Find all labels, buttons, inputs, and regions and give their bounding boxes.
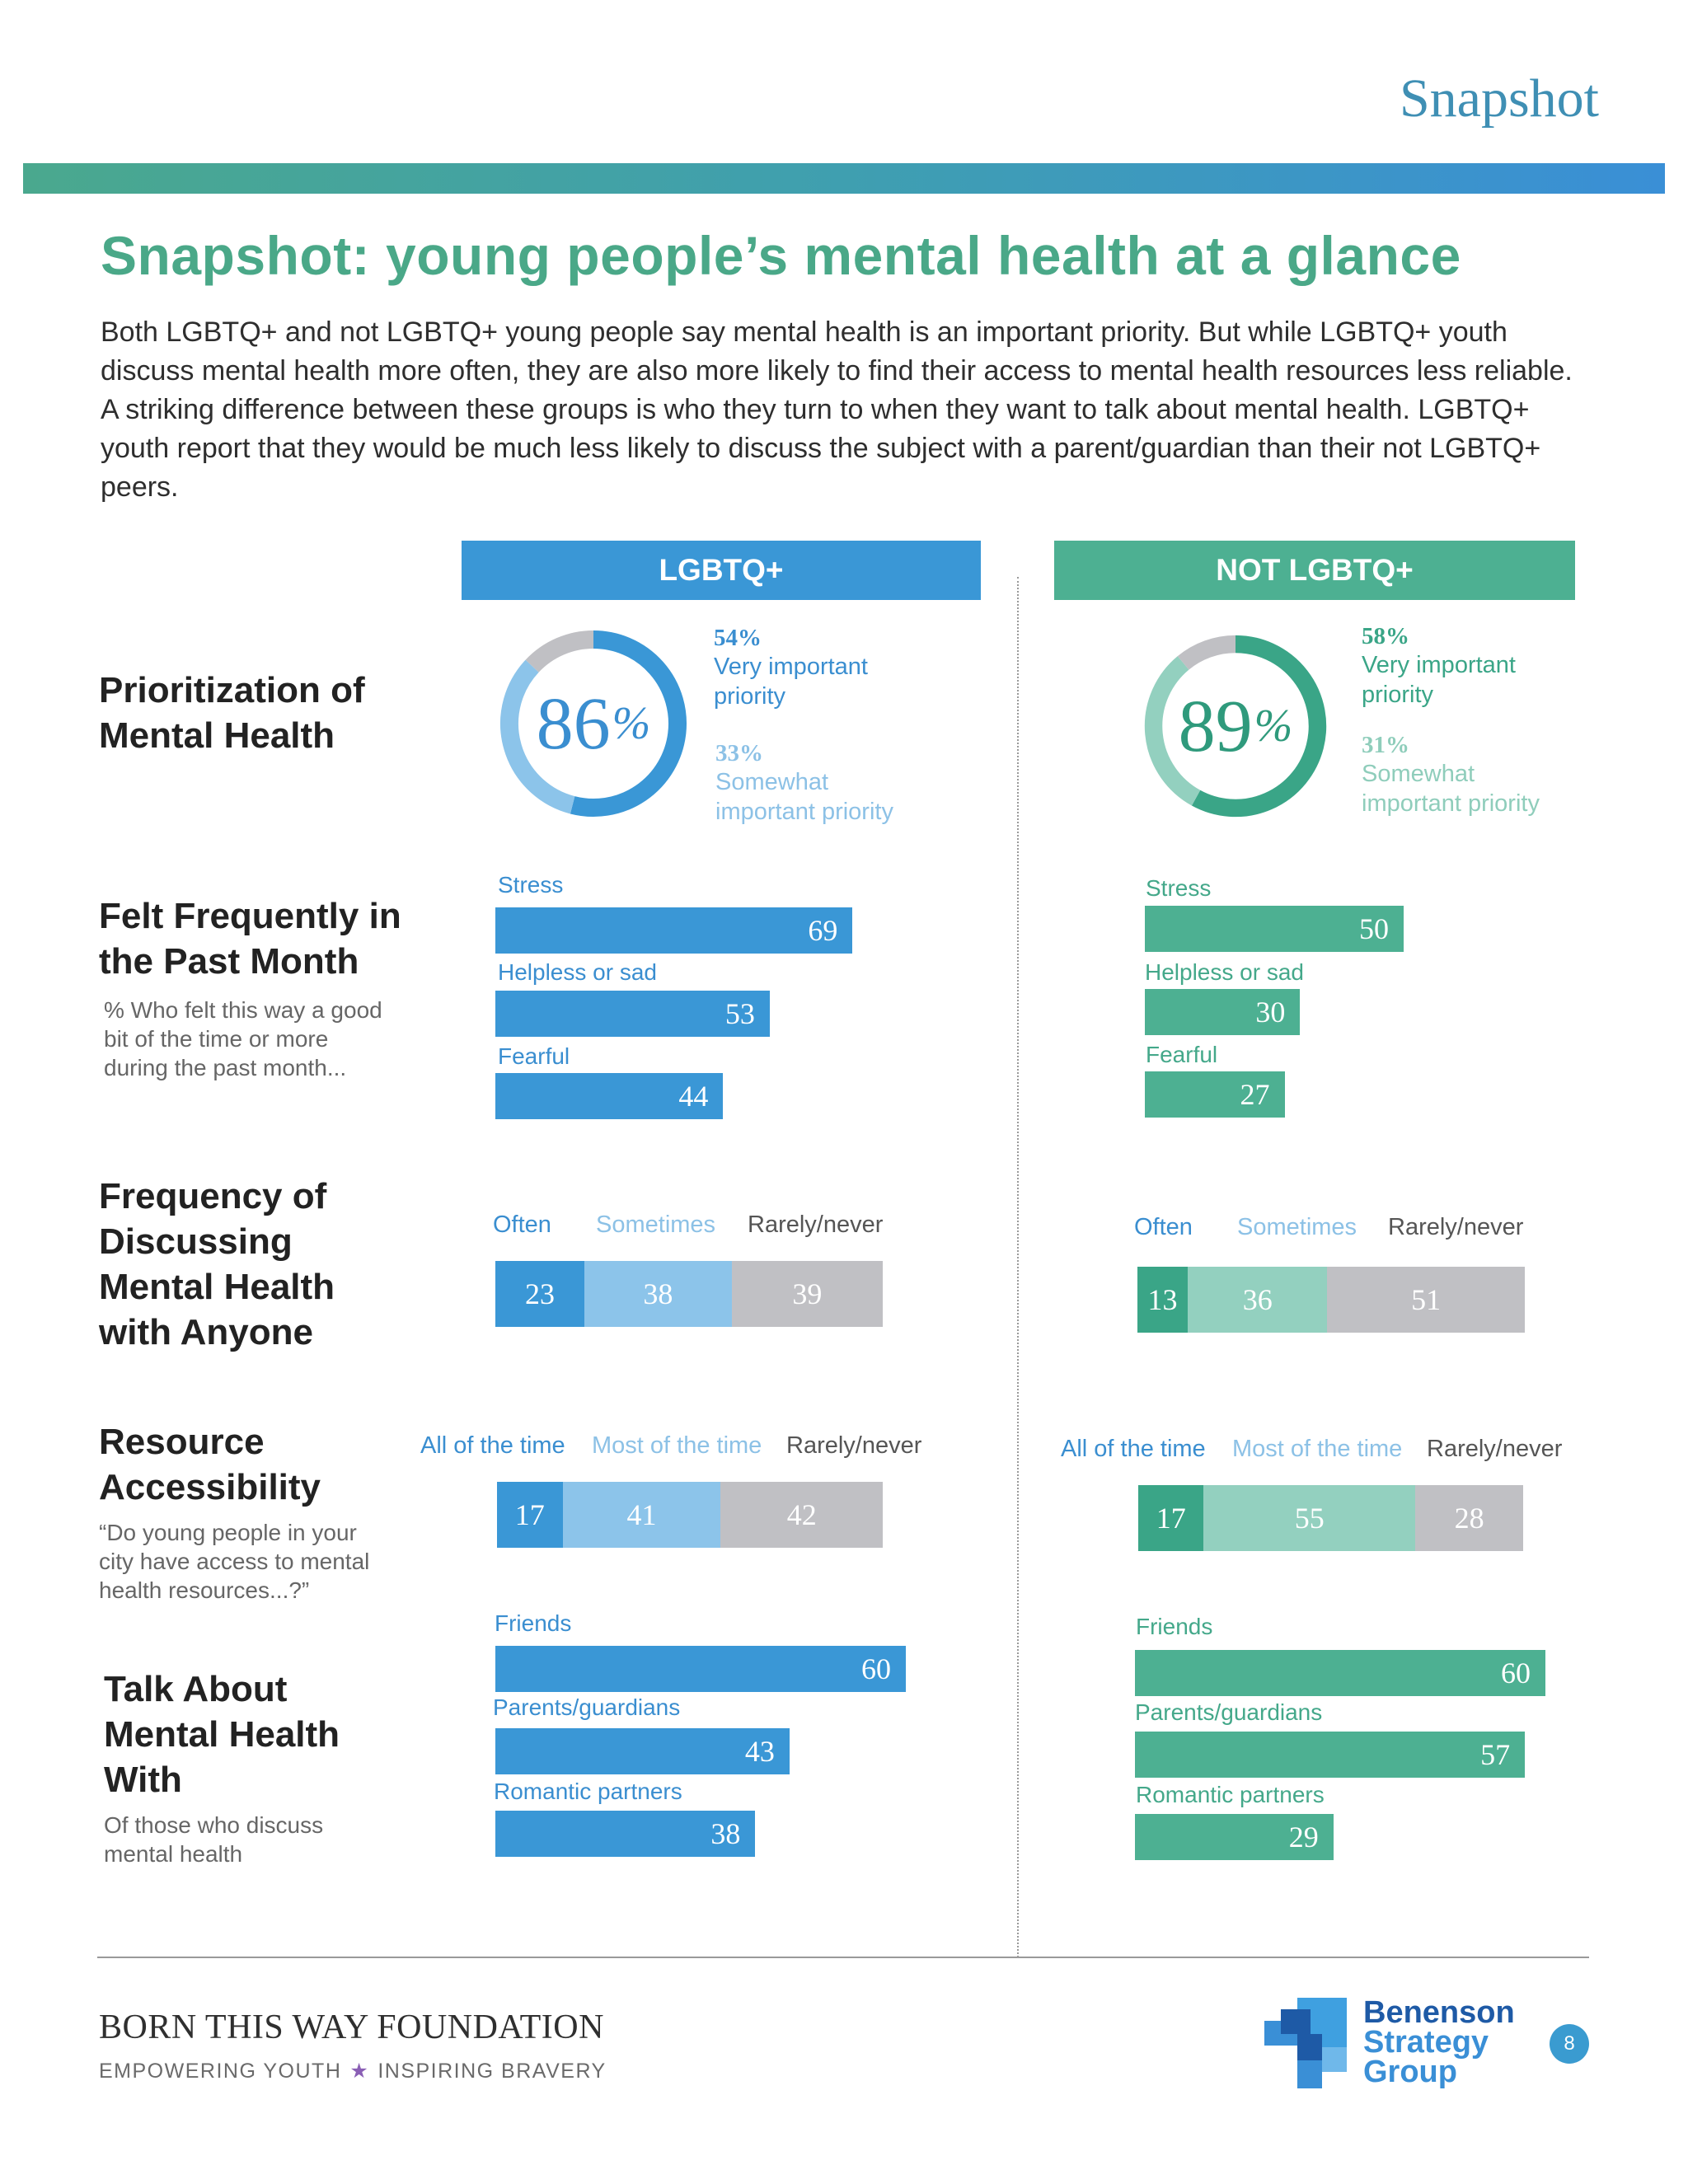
section-title-priority: Prioritization of Mental Health bbox=[99, 670, 365, 756]
donut-svg-lgbtq bbox=[500, 630, 687, 817]
bar-label: Stress bbox=[1146, 875, 1212, 901]
page-title: Snapshot: young people’s mental health a… bbox=[101, 225, 1461, 286]
segment-sometimes: 36 bbox=[1188, 1267, 1328, 1333]
donut-slice-2 bbox=[525, 630, 594, 673]
benenson-logo-text: Benenson Strategy Group bbox=[1363, 1995, 1515, 2089]
legend-all-of-the-time: All of the time bbox=[420, 1432, 565, 1459]
bar-label: Helpless or sad bbox=[498, 959, 657, 985]
bar-label: Friends bbox=[495, 1610, 572, 1636]
bar-felt-lgbtq-stress: 69 bbox=[495, 907, 853, 954]
legend-all-of-the-time: All of the time bbox=[1061, 1436, 1206, 1462]
stacked-bar-access-lgbtq: 17 41 42 bbox=[497, 1482, 883, 1548]
segment-most-of-the-time: 41 bbox=[562, 1482, 721, 1548]
legend-rarely-never: Rarely/never bbox=[786, 1432, 922, 1459]
segment-rarely-never: 28 bbox=[1415, 1485, 1523, 1551]
legend-rarely-never: Rarely/never bbox=[1388, 1214, 1524, 1240]
section-subtitle-felt: % Who felt this way a good bit of the tim… bbox=[104, 997, 382, 1080]
bar-felt-not-fearful: 27 bbox=[1145, 1071, 1285, 1118]
benenson-logo-icon bbox=[1264, 1998, 1347, 2088]
legend-most-of-the-time: Most of the time bbox=[592, 1432, 762, 1459]
bar-talk-lgbtq-partners: 38 bbox=[495, 1811, 756, 1857]
bar-label: Helpless or sad bbox=[1145, 959, 1304, 985]
section-title-access: Resource Accessibility “Do young people … bbox=[99, 1422, 370, 1603]
star-icon: ★ bbox=[349, 2060, 370, 2083]
donut-slice-0 bbox=[570, 630, 687, 817]
page-header-label: Snapshot bbox=[1399, 68, 1599, 129]
donut-total-lgbtq: 86% bbox=[536, 682, 651, 765]
legend-often: Often bbox=[493, 1212, 551, 1238]
donut-slice-1 bbox=[500, 659, 575, 814]
stacked-bar-access-not-lgbtq: 17 55 28 bbox=[1138, 1485, 1523, 1551]
bar-talk-lgbtq-parents: 43 bbox=[495, 1728, 790, 1774]
bar-label: Romantic partners bbox=[494, 1779, 682, 1804]
bar-felt-lgbtq-fearful: 44 bbox=[495, 1073, 724, 1119]
segment-all-of-the-time: 17 bbox=[497, 1482, 563, 1548]
donut-slice-2 bbox=[1177, 635, 1236, 670]
donut-slice-0 bbox=[1191, 635, 1327, 818]
section-subtitle-access: “Do young people in your city have access… bbox=[99, 1520, 370, 1603]
donut-chart-lgbtq: 86% bbox=[495, 625, 692, 823]
donut-legend-lgbtq-very: 54% Very important priority bbox=[714, 625, 868, 710]
footer-rule bbox=[97, 1957, 1589, 1958]
donut-svg-not-lgbtq bbox=[1144, 635, 1327, 818]
legend-rarely-never: Rarely/never bbox=[748, 1212, 884, 1238]
bar-label: Romantic partners bbox=[1136, 1782, 1325, 1807]
segment-most-of-the-time: 55 bbox=[1203, 1485, 1416, 1551]
bar-label: Friends bbox=[1136, 1614, 1213, 1639]
donut-slice-1 bbox=[1144, 656, 1201, 806]
footer-organization: BORN THIS WAY FOUNDATION bbox=[99, 2008, 604, 2046]
segment-all-of-the-time: 17 bbox=[1138, 1485, 1204, 1551]
bar-label: Stress bbox=[498, 872, 564, 898]
section-title-discuss: Frequency of Discussing Mental Health with… bbox=[99, 1176, 335, 1352]
column-header-not-lgbtq: NOT LGBTQ+ bbox=[1054, 541, 1575, 600]
footer-tagline: EMPOWERING YOUTH ★ INSPIRING BRAVERY bbox=[99, 2060, 607, 2083]
segment-sometimes: 38 bbox=[584, 1261, 732, 1327]
bar-label: Parents/guardians bbox=[1135, 1699, 1323, 1725]
section-title-felt: Felt Frequently in the Past Month % Who … bbox=[99, 896, 401, 1080]
segment-often: 13 bbox=[1137, 1267, 1189, 1333]
donut-total-not-lgbtq: 89% bbox=[1178, 685, 1293, 767]
donut-chart-not-lgbtq: 89% bbox=[1139, 630, 1332, 823]
legend-often: Often bbox=[1134, 1214, 1193, 1240]
section-subtitle-talk: Of those who discuss mental health bbox=[104, 1812, 324, 1867]
bar-felt-lgbtq-helpless: 53 bbox=[495, 991, 770, 1037]
legend-sometimes: Sometimes bbox=[596, 1212, 716, 1238]
header-gradient-rule bbox=[23, 163, 1665, 194]
segment-rarely-never: 51 bbox=[1327, 1267, 1525, 1333]
bar-label: Fearful bbox=[498, 1043, 570, 1069]
bar-talk-not-friends: 60 bbox=[1135, 1650, 1545, 1696]
bar-felt-not-helpless: 30 bbox=[1145, 989, 1301, 1035]
legend-most-of-the-time: Most of the time bbox=[1232, 1436, 1403, 1462]
intro-paragraph: Both LGBTQ+ and not LGBTQ+ young people … bbox=[101, 316, 1573, 503]
bar-talk-not-parents: 57 bbox=[1135, 1732, 1526, 1778]
bar-label: Parents/guardians bbox=[493, 1694, 681, 1720]
bar-label: Fearful bbox=[1146, 1042, 1218, 1067]
legend-sometimes: Sometimes bbox=[1237, 1214, 1357, 1240]
column-header-lgbtq: LGBTQ+ bbox=[462, 541, 981, 600]
bar-talk-lgbtq-friends: 60 bbox=[495, 1646, 906, 1692]
stacked-bar-discuss-not-lgbtq: 13 36 51 bbox=[1137, 1267, 1525, 1333]
stacked-bar-discuss-lgbtq: 23 38 39 bbox=[495, 1261, 883, 1327]
legend-rarely-never: Rarely/never bbox=[1427, 1436, 1563, 1462]
bar-talk-not-partners: 29 bbox=[1135, 1814, 1334, 1860]
segment-rarely-never: 42 bbox=[720, 1482, 883, 1548]
bar-felt-not-stress: 50 bbox=[1145, 906, 1404, 952]
segment-rarely-never: 39 bbox=[731, 1261, 883, 1327]
page-number: 8 bbox=[1550, 2024, 1589, 2064]
column-divider bbox=[1017, 577, 1019, 1957]
donut-legend-lgbtq-somewhat: 33% Somewhat important priority bbox=[715, 740, 893, 825]
donut-legend-not-very: 58% Very important priority bbox=[1362, 623, 1516, 708]
donut-legend-not-somewhat: 31% Somewhat important priority bbox=[1362, 732, 1540, 817]
segment-often: 23 bbox=[495, 1261, 585, 1327]
section-title-talk: Talk About Mental Health With Of those w… bbox=[104, 1669, 340, 1867]
